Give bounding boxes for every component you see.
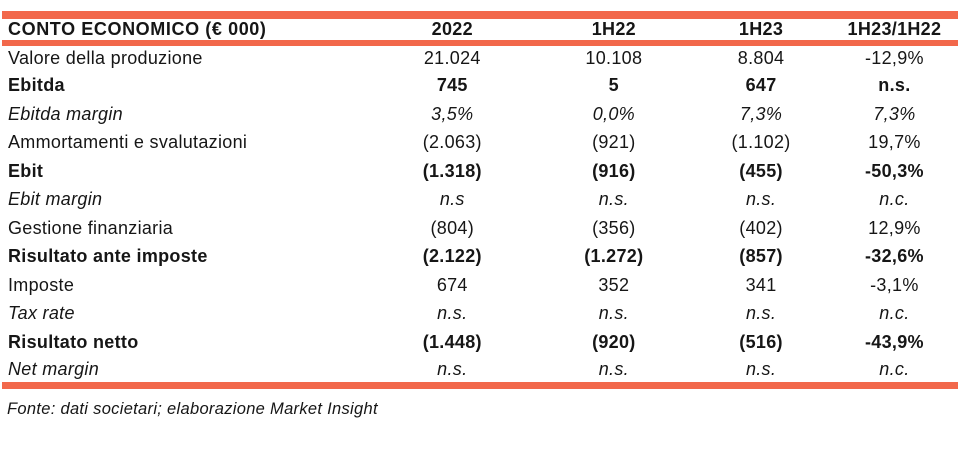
table-row-gestione-finanziaria: Gestione finanziaria (804) (356) (402) 1… [2,214,958,243]
cell-value: (1.318) [422,160,482,181]
cell-value: -12,9% [864,48,924,69]
cell-value: (804) [430,217,475,238]
cell-value: n.s. [745,189,777,210]
source-note: Fonte: dati societari; elaborazione Mark… [7,399,378,418]
table-row-ebit-margin: Ebit margin n.s n.s. n.s. n.c. [2,186,958,215]
cell-value: (1.272) [584,246,644,267]
income-statement-table-wrap: CONTO ECONOMICO (€ 000) 2022 1H22 1H23 1… [2,11,958,419]
row-label: Gestione finanziaria [8,217,174,238]
table-row-imposte: Imposte 674 352 341 -3,1% [2,271,958,300]
cell-value: n.c. [879,303,910,324]
cell-value: (1.448) [422,331,482,352]
cell-value: (2.063) [422,132,482,153]
cell-value: (857) [739,246,783,267]
table-body: Valore della produzione 21.024 10.108 8.… [2,43,958,385]
cell-value: 647 [745,75,777,96]
cell-value: n.s. [598,189,629,210]
cell-value: (356) [592,217,636,238]
cell-value: 352 [598,274,630,295]
cell-value: 19,7% [868,132,921,153]
cell-value: (921) [592,132,636,153]
table-header: CONTO ECONOMICO (€ 000) 2022 1H22 1H23 1… [2,11,958,46]
cell-value: 341 [745,274,777,295]
table-row-net-margin: Net margin n.s. n.s. n.s. n.c. [2,357,958,386]
cell-value: 3,5% [431,103,474,124]
cell-value: 745 [436,75,468,96]
cell-value: n.s. [437,303,468,324]
table-title: CONTO ECONOMICO (€ 000) [2,11,369,46]
cell-value: -3,1% [870,274,919,295]
table-row-risultato-ante-imposte: Risultato ante imposte (2.122) (1.272) (… [2,243,958,272]
row-label: Tax rate [8,303,75,324]
cell-value: n.s [439,189,465,210]
cell-value: 7,3% [739,103,783,124]
table-row-risultato-netto: Risultato netto (1.448) (920) (516) -43,… [2,328,958,357]
cell-value: n.s. [598,303,629,324]
row-label: Risultato ante imposte [8,246,208,267]
table-row-tax-rate: Tax rate n.s. n.s. n.s. n.c. [2,300,958,329]
cell-value: n.s. [598,358,629,379]
row-label: Valore della produzione [8,48,203,69]
cell-value: -32,6% [864,246,924,267]
cell-value: 7,3% [873,103,916,124]
cell-value: n.c. [879,189,910,210]
column-header-1h23: 1H23 [691,11,831,46]
cell-value: -50,3% [864,160,924,181]
table-row-ebit: Ebit (1.318) (916) (455) -50,3% [2,157,958,186]
cell-value: -43,9% [864,331,924,352]
table-row-ebitda: Ebitda 745 5 647 n.s. [2,72,958,101]
cell-value: 0,0% [592,103,635,124]
cell-value: (516) [739,331,783,352]
row-label: Imposte [8,274,75,295]
cell-value: (920) [592,331,636,352]
column-header-1h23-vs-1h22: 1H23/1H22 [830,11,958,46]
cell-value: 5 [608,75,619,96]
cell-value: (2.122) [422,246,482,267]
cell-value: n.s. [745,358,777,379]
table-row-ebitda-margin: Ebitda margin 3,5% 0,0% 7,3% 7,3% [2,100,958,129]
cell-value: n.c. [879,358,910,379]
table-row-ammortamenti: Ammortamenti e svalutazioni (2.063) (921… [2,129,958,158]
row-label: Ebitda [8,75,65,96]
row-label: Net margin [8,358,100,379]
income-statement-table: CONTO ECONOMICO (€ 000) 2022 1H22 1H23 1… [2,11,958,389]
cell-value: (402) [739,217,783,238]
row-label: Risultato netto [8,331,139,352]
row-label: Ebitda margin [8,103,123,124]
cell-value: 12,9% [868,217,921,238]
row-label: Ebit margin [8,189,103,210]
column-header-1h22: 1H22 [536,11,692,46]
cell-value: 674 [436,274,468,295]
cell-value: 8.804 [737,48,785,69]
row-label: Ammortamenti e svalutazioni [8,132,248,153]
cell-value: (916) [592,160,636,181]
header-row: CONTO ECONOMICO (€ 000) 2022 1H22 1H23 1… [2,11,958,46]
cell-value: 21.024 [423,48,481,69]
table-row-valore-produzione: Valore della produzione 21.024 10.108 8.… [2,43,958,72]
cell-value: 10.108 [585,48,643,69]
cell-value: (1.102) [731,132,791,153]
column-header-2022: 2022 [368,11,537,46]
row-label: Ebit [8,160,44,181]
cell-value: n.s. [437,358,468,379]
cell-value: n.s. [878,75,911,96]
cell-value: n.s. [745,303,777,324]
cell-value: (455) [739,160,783,181]
